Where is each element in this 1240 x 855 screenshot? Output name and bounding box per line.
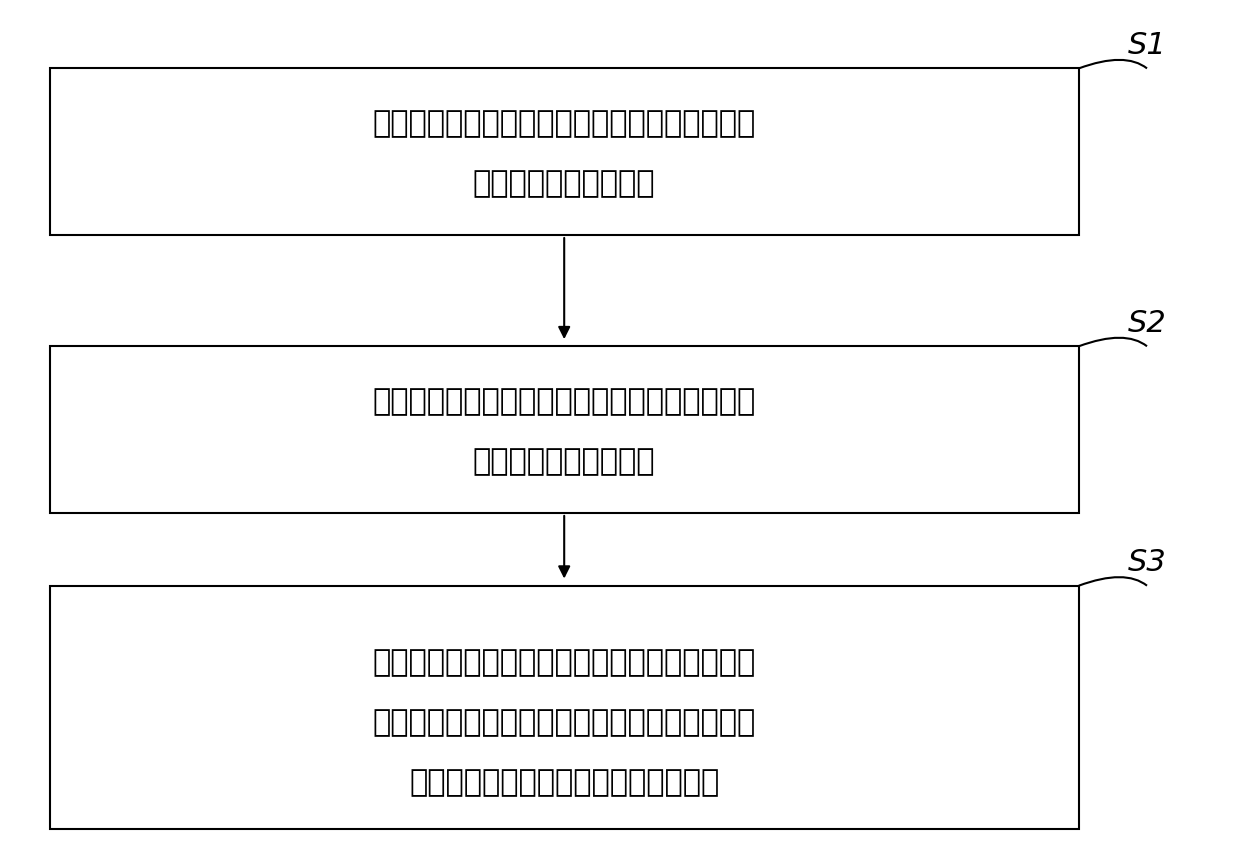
Text: 出极化一致的单体电池，其中，极化一致的单体: 出极化一致的单体电池，其中，极化一致的单体 (372, 708, 756, 737)
Text: 对每一个容量一致的单体电池进行内阻测量，得: 对每一个容量一致的单体电池进行内阻测量，得 (372, 387, 756, 416)
Bar (50, 68, 1079, 235)
Text: 电池即为电池组中单体一致的识别结果: 电池即为电池组中单体一致的识别结果 (409, 768, 719, 797)
Text: S3: S3 (1127, 548, 1167, 577)
Bar (50, 346, 1079, 513)
Text: S1: S1 (1127, 31, 1167, 60)
Text: 出容量一致的单体电池: 出容量一致的单体电池 (472, 169, 656, 198)
Text: 对电池组中的每一个单体电池进行容量测量，得: 对电池组中的每一个单体电池进行容量测量，得 (372, 109, 756, 139)
Text: 对每一个内阻一致的单体电池进行极化测试，得: 对每一个内阻一致的单体电池进行极化测试，得 (372, 648, 756, 677)
Text: S2: S2 (1127, 309, 1167, 338)
Bar (50, 586, 1079, 829)
Text: 出内阻一致的单体电池: 出内阻一致的单体电池 (472, 447, 656, 476)
